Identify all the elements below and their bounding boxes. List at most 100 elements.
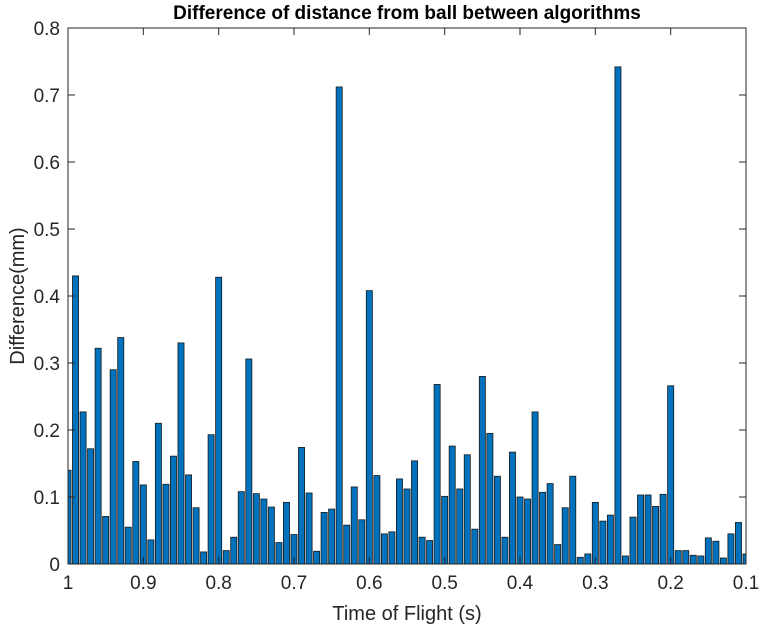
bar [358, 519, 366, 565]
bar [396, 478, 403, 565]
x-tick-label: 0.5 [431, 573, 457, 594]
bar [252, 493, 260, 565]
bar [343, 524, 351, 565]
bar [591, 501, 599, 565]
bar [147, 539, 155, 565]
bar [170, 455, 177, 565]
bar [350, 486, 358, 565]
y-axis-label: Difference(mm) [7, 227, 29, 364]
bar [426, 540, 434, 565]
bar [139, 484, 147, 565]
plot-area [68, 28, 746, 564]
bar [109, 369, 117, 565]
bar [260, 498, 268, 565]
y-tick-label: 0.3 [34, 354, 60, 375]
bar [674, 550, 682, 565]
bar [177, 342, 185, 565]
bar [94, 347, 102, 565]
bar [524, 498, 531, 565]
chart-title: Difference of distance from ball between… [173, 3, 641, 24]
bar [230, 536, 238, 565]
bar [245, 358, 253, 565]
bar [576, 556, 584, 565]
y-tick-label: 0.2 [34, 421, 60, 442]
bar [433, 384, 441, 565]
bar [719, 557, 727, 565]
bar [222, 550, 230, 565]
bar [267, 506, 275, 565]
bar [516, 496, 524, 565]
bar [328, 508, 336, 565]
bar [659, 493, 667, 565]
bar [637, 494, 644, 565]
y-tick-label: 0.1 [34, 488, 60, 509]
bar [87, 448, 95, 565]
bar [509, 451, 516, 565]
bar [117, 337, 125, 565]
bar [388, 531, 396, 565]
bar [456, 488, 464, 565]
bar [448, 445, 456, 565]
bar [546, 483, 554, 565]
bar [305, 492, 313, 565]
bar [154, 422, 162, 565]
x-tick-label: 0.8 [205, 573, 231, 594]
bar [275, 542, 283, 565]
x-axis-label: Time of Flight (s) [332, 603, 481, 625]
x-tick-label: 0.6 [356, 573, 382, 594]
x-tick-label: 0.4 [507, 573, 534, 594]
bar [629, 516, 637, 565]
bar [569, 475, 577, 565]
bar [185, 474, 192, 565]
bar [380, 533, 388, 565]
bar [441, 495, 449, 565]
bar [124, 526, 132, 565]
bar [704, 537, 712, 565]
bar [192, 507, 200, 565]
y-tick-label: 0.5 [34, 220, 60, 241]
bar [403, 488, 411, 565]
bar [162, 483, 170, 565]
bar [72, 275, 79, 565]
bar [207, 434, 215, 565]
x-tick-label: 0.9 [130, 573, 156, 594]
x-tick-label: 0.2 [657, 573, 683, 594]
bar [132, 461, 140, 565]
bar [411, 460, 418, 565]
bar [493, 475, 501, 565]
y-tick-label: 0.4 [34, 287, 61, 308]
x-axis-ticks: 1 0.9 0.8 0.7 0.6 0.5 0.4 0.3 0.2 0.1 [63, 28, 759, 594]
bar [471, 528, 479, 565]
bar [463, 454, 471, 565]
x-tick-label: 0.1 [733, 573, 759, 594]
bar [478, 375, 486, 565]
bar [486, 432, 494, 565]
bar [335, 86, 343, 565]
y-tick-label: 0.7 [34, 86, 60, 107]
bar [365, 290, 373, 565]
bar [652, 505, 660, 565]
bar [298, 447, 305, 565]
y-tick-label: 0 [49, 555, 60, 576]
bar [79, 411, 87, 565]
plot-frame [67, 27, 747, 565]
bar [622, 555, 629, 565]
bar [682, 550, 690, 565]
bar [712, 540, 720, 565]
x-tick-label: 1 [63, 573, 74, 594]
y-tick-label: 0.6 [34, 153, 60, 174]
bar [501, 536, 509, 565]
bar [584, 553, 592, 565]
bar [667, 385, 675, 565]
bar [531, 411, 539, 565]
bar [606, 514, 614, 565]
bar [283, 501, 290, 565]
bar [614, 66, 622, 565]
bar [215, 276, 223, 565]
bar [644, 494, 652, 565]
bar [102, 516, 110, 565]
bar [418, 536, 426, 565]
bar [539, 491, 547, 565]
bar [689, 554, 697, 565]
